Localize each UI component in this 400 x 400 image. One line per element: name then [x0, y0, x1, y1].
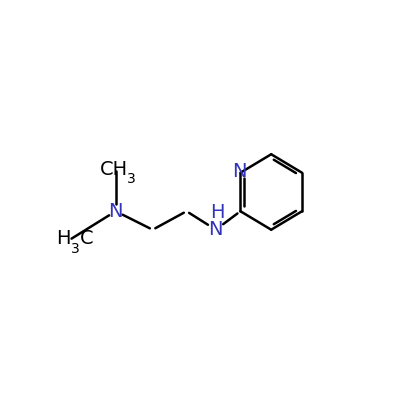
Text: H: H: [210, 203, 224, 222]
Text: 3: 3: [127, 172, 136, 186]
Text: N: N: [108, 202, 123, 221]
Text: CH: CH: [100, 160, 128, 179]
Text: N: N: [232, 162, 247, 181]
Text: 3: 3: [71, 242, 80, 256]
Text: H: H: [56, 230, 71, 248]
Text: N: N: [208, 220, 223, 239]
Text: C: C: [80, 230, 93, 248]
